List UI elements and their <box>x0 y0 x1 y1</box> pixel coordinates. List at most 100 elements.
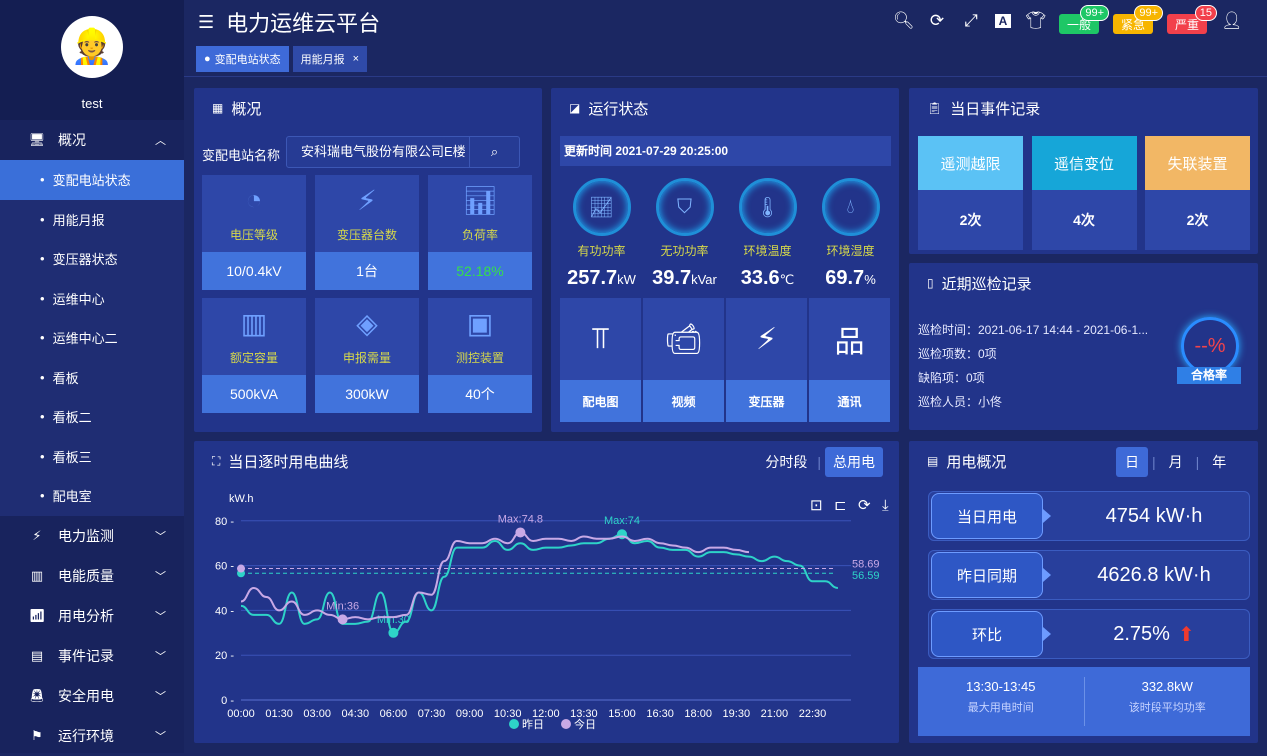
event-count: 4次 <box>1031 190 1137 250</box>
search-button[interactable]: ⌕ <box>469 137 519 167</box>
y-tick-label: 20 - <box>215 650 234 662</box>
sidebar-item[interactable]: 看板二 <box>0 397 184 437</box>
average-label: 56.59 <box>852 570 880 582</box>
restore-icon[interactable]: ⟳ <box>858 497 871 514</box>
card-label: 额定容量 <box>229 350 278 365</box>
shield-bolt-icon: ⛉ <box>655 178 714 236</box>
sidebar-group-5[interactable]: 🚨︎ 安全用电 ﹀ <box>0 676 184 716</box>
app-title: 电力运维云平台 <box>226 11 381 36</box>
sidebar-group-4[interactable]: ▤ 事件记录 ﹀ <box>0 636 184 676</box>
card-label: 测控装置 <box>455 350 504 365</box>
max-label: Max:74 <box>604 515 640 527</box>
toggle-time-period[interactable]: 分时段 <box>765 454 808 470</box>
sidebar-item[interactable]: 看板 <box>0 358 184 398</box>
chevron-up-icon: ︿ <box>155 135 166 147</box>
nav-button-1[interactable]: 📹︎ 视频 <box>643 298 724 422</box>
event-card[interactable]: 遥信变位 4次 <box>1031 136 1137 250</box>
quality-icon: ▥ <box>30 567 44 583</box>
sidebar-item[interactable]: 变配电站状态 <box>0 160 184 200</box>
nav-button-3[interactable]: 品通讯 <box>809 298 890 422</box>
alarm-button-0[interactable]: 一般 99+ <box>1059 5 1109 34</box>
chevron-down-icon: ﹀ <box>155 650 166 663</box>
nav-button-2[interactable]: ⚡︎ 变压器 <box>726 298 807 422</box>
search-icon[interactable]: 🔍︎ <box>893 11 915 30</box>
thermometer-icon: 🌡︎ <box>738 178 797 236</box>
alarm-count-badge: 15 <box>1194 5 1217 21</box>
sidebar-group-1[interactable]: ⚡︎ 电力监测 ﹀ <box>0 516 184 556</box>
metric-0: 📈︎ 有功功率 257.7kW <box>560 178 643 290</box>
period-day[interactable]: 日 <box>1116 447 1148 477</box>
sidebar-group-0[interactable]: 🖥︎ 概况 ︿ <box>0 120 184 160</box>
sidebar-item[interactable]: 运维中心二 <box>0 318 184 358</box>
period-year[interactable]: 年 <box>1212 454 1227 470</box>
tab-label: 用能月报 <box>300 54 345 66</box>
overview-card[interactable]: 📊︎ 负荷率 52.18% <box>428 175 532 290</box>
zoom-icon[interactable]: ⊡ <box>810 497 823 514</box>
x-tick-label: 04:30 <box>342 708 370 720</box>
card-label: 电压等级 <box>229 227 278 242</box>
overview-card[interactable]: ◈ 申报需量 300kW <box>315 298 419 413</box>
environment-icon: ⚑ <box>31 727 43 743</box>
peak-summary: 13:30-13:45 最大用电时间 332.8kW 该时段平均功率 <box>918 667 1250 736</box>
sidebar-item[interactable]: 变压器状态 <box>0 239 184 279</box>
y-tick-label: 0 - <box>221 695 234 707</box>
average-start-marker <box>237 564 245 573</box>
avatar[interactable]: 👷 <box>61 16 123 78</box>
x-tick-label: 13:30 <box>570 708 598 720</box>
x-tick-label: 07:30 <box>418 708 446 720</box>
close-icon[interactable]: × <box>352 53 360 65</box>
average-label: 58.69 <box>852 559 880 571</box>
tab-monthly-report[interactable]: 用能月报 × <box>292 46 368 72</box>
patrol-info: 巡检人员：小佟 <box>918 395 1003 409</box>
sidebar-item[interactable]: 配电室 <box>0 476 184 516</box>
patrol-info: 缺陷项：0项 <box>918 371 985 385</box>
overview-card[interactable]: ⚡︎ 变压器台数 1台 <box>315 175 419 290</box>
period-month[interactable]: 月 <box>1168 454 1183 470</box>
panel-title: 当日逐时用电曲线 <box>228 453 349 471</box>
alarm-label: 严重 <box>1174 17 1199 32</box>
sidebar-item[interactable]: 看板三 <box>0 437 184 477</box>
analysis-icon: 📶︎ <box>28 607 46 623</box>
theme-shirt-icon[interactable]: 👕︎ <box>1025 11 1047 30</box>
download-icon[interactable]: ⤓ <box>882 497 889 514</box>
sidebar-group-2[interactable]: ▥ 电能质量 ﹀ <box>0 556 184 596</box>
transformer-icon: ⚡︎ <box>755 322 778 356</box>
x-tick-label: 21:00 <box>761 708 789 720</box>
sidebar-group-label: 电力监测 <box>58 527 114 544</box>
metric-label: 环境湿度 <box>826 244 875 258</box>
tab-station-status[interactable]: ● 变配电站状态 <box>196 46 289 72</box>
curve-panel: ⛶ 当日逐时用电曲线 分时段 | 总用电 <box>194 441 899 743</box>
station-input[interactable]: 安科瑞电气股份有限公司E楼 <box>301 144 466 159</box>
nav-button-0[interactable]: ⫪ 配电图 <box>560 298 641 422</box>
refresh-icon[interactable]: ⟳ <box>929 11 945 30</box>
menu-toggle-icon[interactable]: ☰ <box>198 11 215 32</box>
sidebar-item[interactable]: 用能月报 <box>0 200 184 240</box>
chevron-down-icon: ﹀ <box>155 610 166 623</box>
toggle-total[interactable]: 总用电 <box>825 447 883 477</box>
zoom-reset-icon[interactable]: ⊏ <box>834 497 847 514</box>
alarm-light-icon: 🚨︎ <box>28 687 46 703</box>
overview-card[interactable]: ▣ 测控装置 40个 <box>428 298 532 413</box>
sidebar-group-label: 运行环境 <box>58 727 114 744</box>
document-icon: ▤ <box>927 454 939 468</box>
alarm-button-2[interactable]: 严重 15 <box>1167 5 1217 34</box>
sidebar-group-3[interactable]: 📶︎ 用电分析 ﹀ <box>0 596 184 636</box>
event-card[interactable]: 失联装置 2次 <box>1145 136 1250 250</box>
overview-card[interactable]: ◔ 电压等级 10/0.4kV <box>202 175 306 290</box>
sidebar-group-6[interactable]: ⚑ 运行环境 ﹀ <box>0 716 184 756</box>
usage-row: 昨日同期 4626.8 kW·h <box>928 550 1250 600</box>
panel-title: 当日事件记录 <box>950 100 1041 118</box>
record-icon: ▤ <box>30 647 44 663</box>
metric-value: 257.7 <box>567 267 618 289</box>
translate-icon[interactable]: A <box>995 14 1011 28</box>
user-icon[interactable]: 👤︎ <box>1221 11 1243 30</box>
alarm-button-1[interactable]: 紧急 99+ <box>1113 5 1163 34</box>
patrol-info: 巡检项数：0项 <box>918 347 997 361</box>
wiring-icon: ⫪ <box>592 322 609 355</box>
station-search[interactable]: 安科瑞电气股份有限公司E楼 ⌕ <box>286 136 520 168</box>
event-card[interactable]: 遥测越限 2次 <box>918 136 1023 250</box>
sidebar-submenu: 变配电站状态用能月报变压器状态运维中心运维中心二看板看板二看板三配电室 <box>0 160 184 516</box>
fullscreen-icon[interactable]: ⤢ <box>964 11 978 30</box>
overview-card[interactable]: ▥ 额定容量 500kVA <box>202 298 306 413</box>
sidebar-item[interactable]: 运维中心 <box>0 279 184 319</box>
